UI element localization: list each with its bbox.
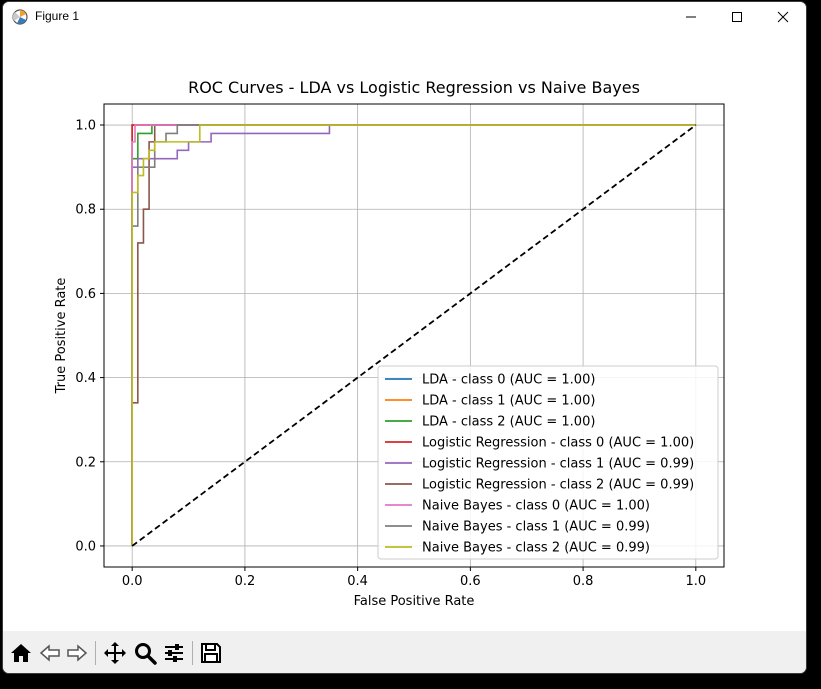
legend-label-7: Naive Bayes - class 1 (AUC = 0.99) [422,520,650,535]
plot-area: 0.0 0.2 0.4 0.6 0.8 1.0 0.0 0.2 0.4 0.6 0.8 1.0 ROC… [3,32,806,631]
x-tick-label: 0.2 [235,574,256,589]
title-bar[interactable]: Figure 1 [3,2,806,32]
home-button[interactable] [8,640,34,666]
forward-button[interactable] [64,640,90,666]
close-icon [777,11,789,23]
matplotlib-logo-icon [12,9,28,25]
maximize-button[interactable] [714,2,760,32]
x-axis-label: False Positive Rate [354,594,475,609]
arrow-right-icon [67,644,88,662]
y-tick-label: 0.6 [75,287,96,302]
legend-label-5: Logistic Regression - class 2 (AUC = 0.9… [422,478,694,493]
y-tick-label: 0.0 [75,539,96,554]
legend-label-6: Naive Bayes - class 0 (AUC = 1.00) [422,499,650,514]
x-tick-label: 0.6 [460,574,481,589]
maximize-icon [732,12,742,22]
y-tick-label: 0.2 [75,455,96,470]
toolbar-separator [95,641,96,665]
legend-label-8: Naive Bayes - class 2 (AUC = 0.99) [422,541,650,556]
sliders-icon [165,644,183,662]
x-tick-label: 0.8 [573,574,594,589]
save-button[interactable] [198,640,224,666]
series-line-4 [131,124,696,546]
pan-button[interactable] [102,640,128,666]
save-icon [201,643,221,663]
series-line-5 [131,124,696,546]
series-line-8 [131,124,696,546]
back-button[interactable] [37,640,63,666]
home-icon [11,644,31,662]
window-title: Figure 1 [35,9,80,23]
x-tick-label: 0.0 [122,574,143,589]
axis-ticks: 0.0 0.2 0.4 0.6 0.8 1.0 0.0 0.2 0.4 0.6 0.8 1.0 [75,119,706,589]
zoom-icon [135,643,157,665]
x-tick-label: 1.0 [685,574,706,589]
chart-title: ROC Curves - LDA vs Logistic Regression … [188,78,640,97]
zoom-button[interactable] [132,640,158,666]
reference-diagonal-line [131,124,697,547]
legend-label-2: LDA - class 2 (AUC = 1.00) [422,415,595,430]
minimize-button[interactable] [668,2,714,32]
roc-chart: 0.0 0.2 0.4 0.6 0.8 1.0 0.0 0.2 0.4 0.6 0.8 1.0 ROC… [54,78,725,609]
arrow-left-icon [39,644,60,662]
series-lines [131,124,697,547]
legend-label-0: LDA - class 0 (AUC = 1.00) [422,373,595,388]
y-tick-label: 0.8 [75,203,96,218]
y-axis-label: True Positive Rate [54,278,69,395]
legend: LDA - class 0 (AUC = 1.00) LDA - class 1 … [377,365,719,560]
minimize-icon [686,16,696,18]
toolbar-separator [192,641,193,665]
y-tick-label: 0.4 [75,371,96,386]
navigation-toolbar [3,631,806,673]
axes-frame [103,103,725,568]
legend-box [377,365,719,560]
y-tick-label: 1.0 [75,119,96,134]
move-icon [104,642,126,664]
legend-label-3: Logistic Regression - class 0 (AUC = 1.0… [422,436,694,451]
figure-window: Figure 1 0.0 0.2 0.4 0.6 0.8 1.0 0.0 0.2 0.4 0.6 0… [2,1,807,674]
configure-subplots-button[interactable] [161,640,187,666]
x-tick-label: 0.4 [347,574,368,589]
legend-label-1: LDA - class 1 (AUC = 1.00) [422,394,595,409]
legend-label-4: Logistic Regression - class 1 (AUC = 0.9… [422,457,694,472]
close-button[interactable] [760,2,806,32]
